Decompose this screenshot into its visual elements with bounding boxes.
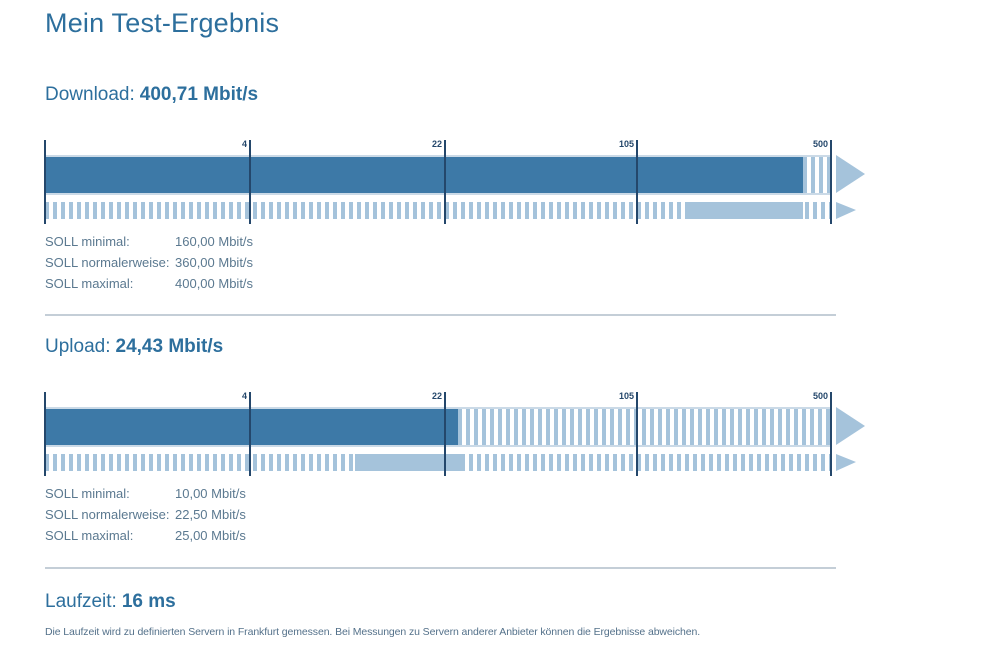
- soll-value: 25,00 Mbit/s: [175, 528, 246, 543]
- soll-row: SOLL minimal: 160,00 Mbit/s: [45, 231, 253, 252]
- measured-bar-track: [45, 407, 831, 447]
- arrow-right-icon: [836, 202, 856, 219]
- soll-row: SOLL minimal: 10,00 Mbit/s: [45, 483, 246, 504]
- download-label: Download:: [45, 84, 135, 105]
- soll-label: SOLL maximal:: [45, 528, 134, 543]
- download-value: 400,71 Mbit/s: [139, 84, 259, 105]
- measured-bar: [45, 157, 804, 193]
- arrow-right-icon: [836, 155, 865, 193]
- axis-start-line: [44, 392, 46, 476]
- upload-label: Upload:: [45, 336, 111, 357]
- download-heading: Download: 400,71 Mbit/s: [45, 84, 258, 106]
- soll-value: 400,00 Mbit/s: [175, 276, 254, 291]
- measured-bar-remainder: [803, 157, 831, 193]
- soll-value: 160,00 Mbit/s: [175, 234, 254, 249]
- scale-tick-line: [249, 140, 251, 224]
- scale-tick-line: [444, 392, 446, 476]
- soll-row: SOLL maximal: 400,00 Mbit/s: [45, 273, 253, 294]
- soll-label: SOLL maximal:: [45, 276, 134, 291]
- upload-heading: Upload: 24,43 Mbit/s: [45, 336, 223, 358]
- download-gauge: 4 22 105 500: [44, 138, 999, 228]
- download-soll-table: SOLL minimal: 160,00 Mbit/s SOLL normale…: [45, 231, 253, 294]
- soll-label: SOLL normalerweise:: [45, 507, 170, 522]
- scale-tick-line: [249, 392, 251, 476]
- soll-label: SOLL normalerweise:: [45, 255, 170, 270]
- measured-bar-remainder: [457, 409, 831, 445]
- arrow-right-icon: [836, 454, 856, 471]
- soll-value: 10,00 Mbit/s: [175, 486, 246, 501]
- scale-tick-label: 22: [431, 391, 442, 401]
- laufzeit-label: Laufzeit:: [45, 591, 117, 612]
- upload-value: 24,43 Mbit/s: [115, 336, 224, 357]
- scale-tick-label: 4: [241, 391, 247, 401]
- soll-range-bar: [689, 202, 804, 219]
- soll-row: SOLL normalerweise: 22,50 Mbit/s: [45, 504, 246, 525]
- soll-range-bar: [354, 454, 461, 471]
- soll-value: 22,50 Mbit/s: [175, 507, 246, 522]
- scale-tick-line: [830, 392, 832, 476]
- upload-soll-table: SOLL minimal: 10,00 Mbit/s SOLL normaler…: [45, 483, 246, 546]
- scale-tick-line: [444, 140, 446, 224]
- axis-start-line: [44, 140, 46, 224]
- scale-tick-line: [636, 140, 638, 224]
- scale-tick-label: 500: [812, 139, 828, 149]
- scale-tick-label: 22: [431, 139, 442, 149]
- measured-bar: [45, 409, 458, 445]
- soll-label: SOLL minimal:: [45, 234, 130, 249]
- laufzeit-value: 16 ms: [121, 591, 176, 612]
- scale-tick-label: 4: [241, 139, 247, 149]
- measured-bar-track: [45, 155, 831, 195]
- scale-tick-label: 105: [618, 139, 634, 149]
- section-divider: [45, 567, 836, 569]
- laufzeit-note: Die Laufzeit wird zu definierten Servern…: [45, 626, 701, 638]
- soll-bar-track: [45, 202, 831, 219]
- page-title: Mein Test-Ergebnis: [45, 8, 280, 38]
- scale-tick-label: 105: [618, 391, 634, 401]
- arrow-right-icon: [836, 407, 865, 445]
- soll-value: 360,00 Mbit/s: [175, 255, 254, 270]
- scale-tick-label: 500: [812, 391, 828, 401]
- soll-bar-track: [45, 454, 831, 471]
- scale-tick-line: [830, 140, 832, 224]
- scale-tick-line: [636, 392, 638, 476]
- soll-row: SOLL maximal: 25,00 Mbit/s: [45, 525, 246, 546]
- section-divider: [45, 314, 836, 316]
- upload-gauge: 4 22 105 500: [44, 390, 999, 480]
- soll-label: SOLL minimal:: [45, 486, 130, 501]
- laufzeit-heading: Laufzeit: 16 ms: [45, 591, 176, 613]
- soll-row: SOLL normalerweise: 360,00 Mbit/s: [45, 252, 253, 273]
